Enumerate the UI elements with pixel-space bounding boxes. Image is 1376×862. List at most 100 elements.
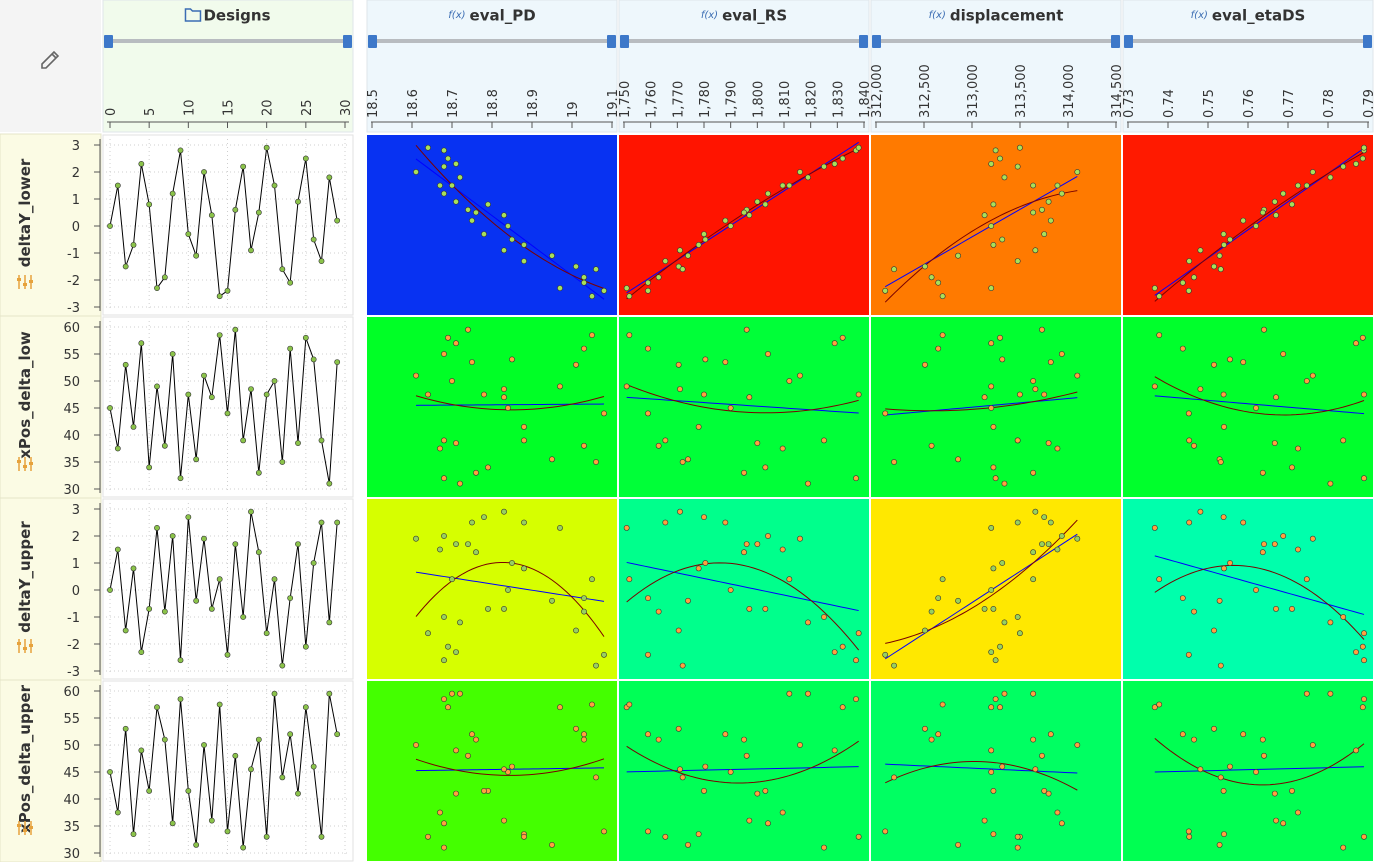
scatter-point	[441, 351, 447, 357]
scatter-point	[593, 266, 599, 273]
scatter-point	[805, 480, 811, 487]
slider-handle[interactable]	[859, 35, 868, 48]
scatter-point	[601, 287, 607, 294]
column-title[interactable]: eval_RS f(x)	[701, 7, 787, 25]
scatter-point	[1041, 514, 1048, 520]
scatter-point	[441, 163, 447, 170]
scatter-point	[1261, 326, 1267, 333]
scatter-point	[623, 383, 630, 390]
row-title[interactable]: xPos_delta_low	[16, 331, 34, 459]
scatter-cell[interactable]	[367, 135, 617, 315]
scatter-cell[interactable]	[1123, 681, 1373, 861]
scatter-point	[997, 704, 1003, 711]
column-title-text: eval_RS	[722, 7, 787, 25]
slider-handle[interactable]	[620, 35, 629, 48]
linear-fit	[626, 396, 859, 414]
scatter-point	[645, 651, 651, 658]
row-title[interactable]: deltaY_lower	[16, 158, 34, 267]
scatter-point	[677, 508, 683, 515]
filter-icon[interactable]	[17, 821, 33, 835]
design-point	[169, 820, 176, 827]
scatter-point	[1340, 163, 1347, 170]
scatter-cell[interactable]	[1123, 135, 1373, 315]
scatter-point	[779, 809, 786, 816]
column-title[interactable]: eval_PD f(x)	[448, 7, 535, 25]
filter-icon[interactable]	[17, 639, 33, 653]
scatter-cell[interactable]	[367, 317, 617, 497]
design-point	[232, 541, 239, 547]
scatter-cell[interactable]	[619, 499, 869, 679]
scatter-point	[501, 394, 507, 401]
scatter-point	[441, 820, 447, 827]
slider-handle[interactable]	[104, 35, 113, 48]
design-point	[255, 736, 262, 743]
scatter-point	[762, 788, 769, 794]
slider-handle[interactable]	[872, 35, 881, 48]
scatter-point	[645, 287, 651, 294]
slider-handle[interactable]	[1124, 35, 1133, 48]
slider-handle[interactable]	[607, 35, 616, 48]
scatter-point	[457, 174, 463, 181]
scatter-point	[695, 565, 702, 572]
slider-handle[interactable]	[368, 35, 377, 48]
x-tick-label: 313,000	[966, 64, 981, 118]
scatter-point	[441, 190, 447, 197]
scatter-point	[1197, 508, 1204, 515]
scatter-point	[679, 662, 686, 669]
scatter-point	[727, 587, 734, 593]
scatter-point	[1259, 549, 1266, 556]
scatter-point	[702, 356, 709, 363]
filter-icon-knob	[29, 462, 33, 465]
filter-icon[interactable]	[17, 457, 33, 471]
row-title[interactable]: xPos_delta_upper	[16, 684, 34, 833]
scatter-point	[453, 340, 459, 347]
scatter-point	[662, 519, 669, 526]
scatter-point	[473, 736, 479, 743]
scatter-cell[interactable]	[367, 681, 617, 861]
column-title[interactable]: displacement f(x)	[929, 7, 1064, 25]
scatter-point	[955, 597, 961, 604]
scatter-point	[928, 274, 935, 281]
scatter-point	[1353, 160, 1359, 167]
row-title[interactable]: deltaY_upper	[16, 521, 34, 633]
scatter-point	[437, 809, 443, 816]
scatter-point	[1327, 480, 1334, 487]
scatter-point	[1295, 182, 1301, 189]
scatter-cell[interactable]	[1123, 499, 1373, 679]
design-point	[169, 190, 176, 197]
scatter-point	[839, 643, 846, 650]
filter-icon[interactable]	[17, 275, 33, 289]
scatter-cell[interactable]	[619, 135, 869, 315]
quadratic-fit	[1154, 376, 1365, 416]
column-title[interactable]: eval_etaDS f(x)	[1191, 7, 1306, 25]
edit-icon[interactable]	[41, 50, 60, 69]
scatter-point	[469, 217, 475, 224]
scatter-point	[1327, 690, 1334, 697]
scatter-point	[457, 619, 463, 626]
scatter-point	[1156, 701, 1163, 708]
slider-handle[interactable]	[343, 35, 352, 48]
scatter-point	[1185, 410, 1192, 417]
scatter-point	[1340, 437, 1347, 444]
design-point	[130, 423, 137, 430]
scatter-point	[457, 690, 463, 697]
design-point	[248, 386, 254, 392]
scatter-cell[interactable]	[871, 681, 1121, 861]
scatter-point	[797, 742, 803, 748]
scatter-cell[interactable]	[1123, 317, 1373, 497]
scatter-point	[981, 606, 988, 612]
scatter-point	[741, 469, 747, 476]
x-tick-label: 0.75	[1202, 89, 1217, 118]
scatter-point	[1030, 378, 1037, 384]
slider-handle[interactable]	[1363, 35, 1372, 48]
design-point	[193, 597, 200, 604]
scatter-point	[1017, 391, 1023, 398]
scatter-point	[685, 842, 691, 848]
slider-handle[interactable]	[1111, 35, 1120, 48]
scatter-point	[485, 201, 491, 208]
column-title[interactable]: Designs	[184, 7, 271, 25]
scatter-point	[1220, 231, 1227, 237]
scatter-cell[interactable]	[871, 499, 1121, 679]
scatter-cell[interactable]	[367, 499, 617, 679]
scatter-cell[interactable]	[871, 135, 1121, 315]
